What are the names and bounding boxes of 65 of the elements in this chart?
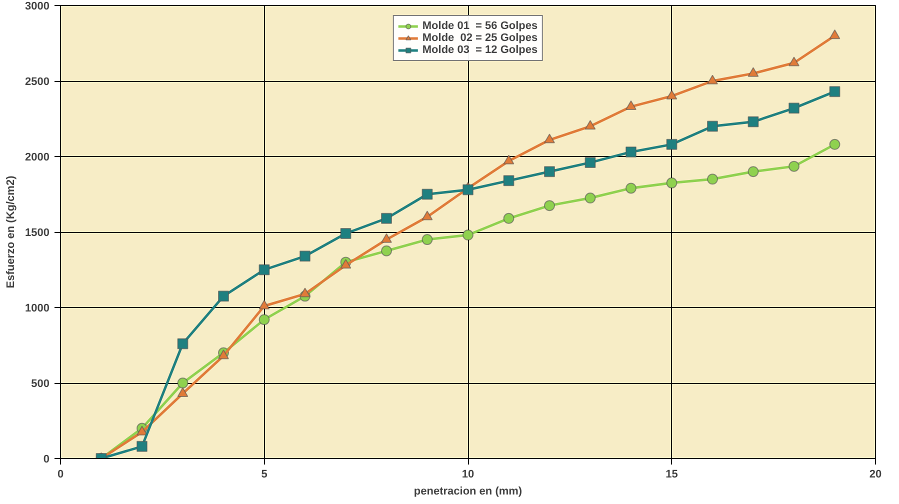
point (829, 86, 840, 98)
point (666, 138, 678, 150)
point (584, 192, 596, 204)
point (218, 350, 229, 360)
point (788, 102, 800, 114)
point (666, 90, 678, 100)
point (748, 67, 759, 77)
point (258, 300, 270, 310)
point (422, 234, 433, 246)
point (707, 174, 718, 185)
point (300, 288, 310, 298)
point (462, 230, 474, 241)
point (503, 175, 514, 186)
point (829, 138, 840, 150)
x-axis-title: penetracion en (mm) (414, 486, 522, 498)
point (218, 290, 229, 302)
point (503, 212, 514, 224)
point (666, 177, 678, 188)
y-tick-label: 2000 (25, 152, 50, 164)
legend-label: Molde 02 = 25 Golpes (422, 32, 538, 44)
point (136, 426, 148, 436)
point (626, 100, 636, 110)
point (422, 188, 433, 200)
point (462, 184, 474, 196)
y-tick-label: 1000 (25, 302, 50, 314)
point (258, 264, 270, 276)
point (748, 166, 759, 178)
legend-label: Molde 03 = 12 Golpes (422, 44, 538, 56)
x-tick-label: 10 (462, 468, 474, 480)
point (381, 212, 392, 224)
x-tick-label: 15 (666, 468, 678, 480)
y-tick-label: 2500 (25, 76, 50, 88)
point (707, 120, 718, 132)
point (177, 387, 188, 397)
point (707, 74, 718, 84)
y-tick-label: 500 (31, 378, 50, 390)
point (788, 160, 800, 172)
legend-label: Molde 01 = 56 Golpes (422, 20, 538, 32)
point (626, 146, 636, 158)
point (626, 182, 636, 194)
x-tick-label: 5 (261, 468, 268, 480)
y-tick-label: 3000 (25, 0, 50, 12)
point (422, 210, 433, 220)
x-tick-label: 20 (869, 468, 882, 480)
y-tick-label: 0 (43, 454, 50, 466)
point (136, 440, 148, 452)
point (544, 134, 555, 144)
point (544, 166, 555, 178)
x-tick-label: 0 (57, 468, 64, 480)
point (258, 314, 270, 326)
point (584, 157, 596, 168)
point (503, 154, 514, 164)
y-tick-label: 1500 (25, 227, 50, 239)
point (177, 378, 188, 388)
point (829, 29, 840, 40)
point (340, 228, 352, 240)
y-axis-title: Esfuerzo en (Kg/cm2) (5, 175, 18, 288)
point (381, 233, 392, 243)
point (748, 116, 759, 128)
point (381, 245, 392, 256)
point (544, 200, 555, 212)
point (788, 56, 800, 66)
point (300, 250, 310, 262)
point (584, 120, 596, 130)
point (177, 338, 188, 350)
